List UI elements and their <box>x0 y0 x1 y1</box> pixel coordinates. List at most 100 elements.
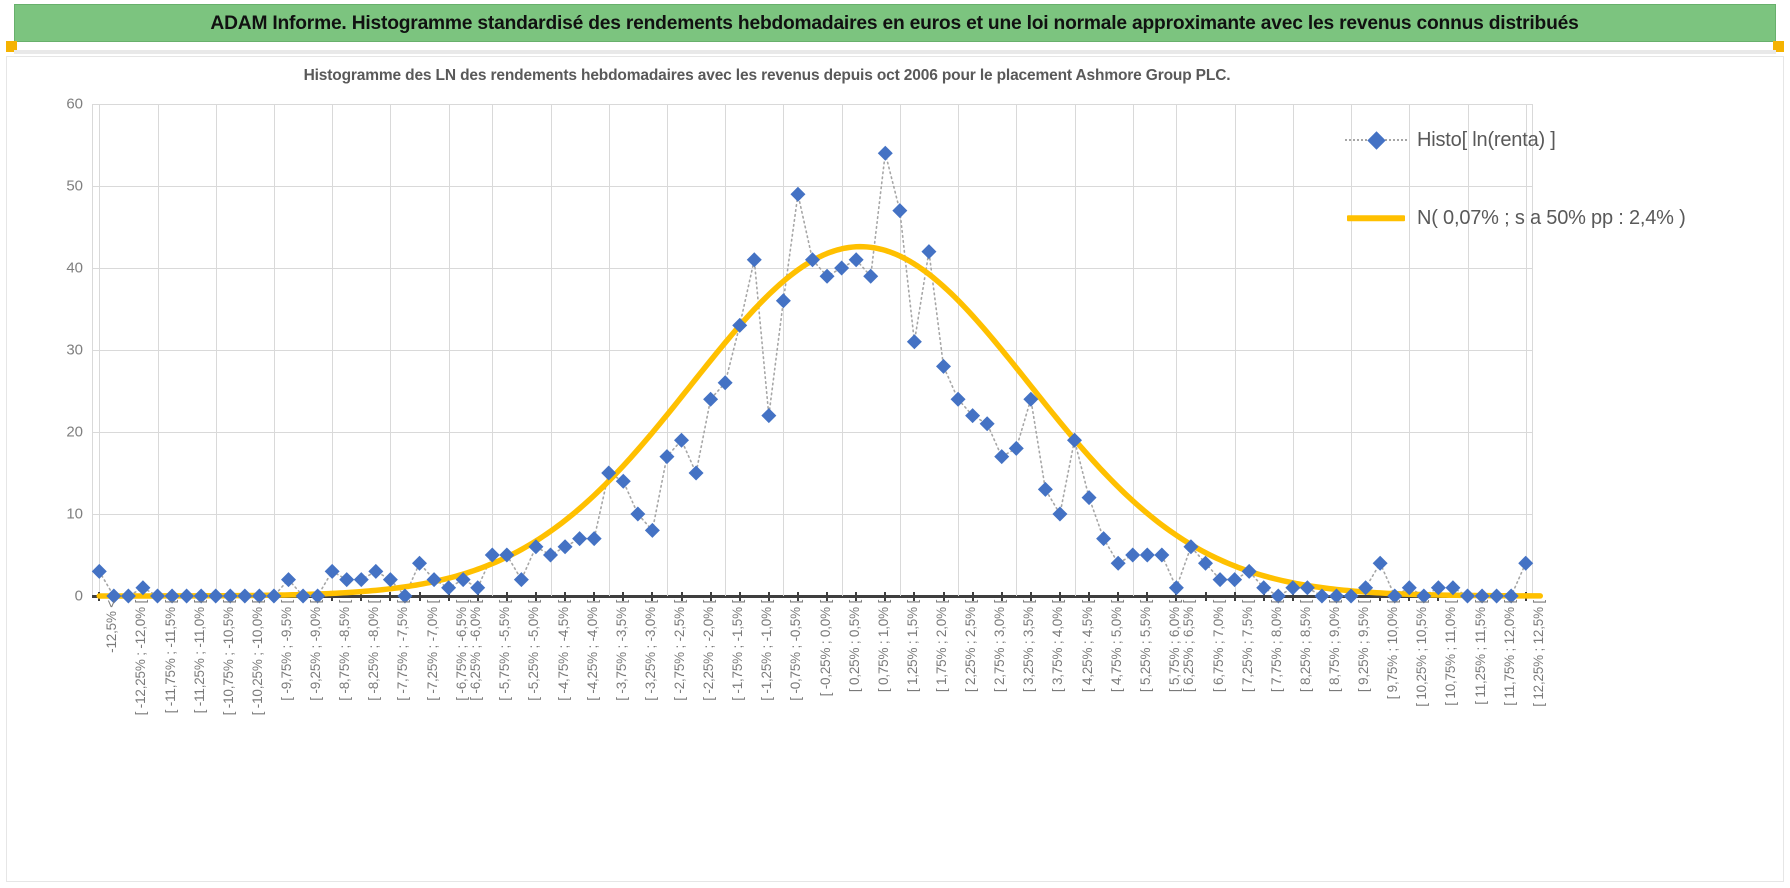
data-point-marker[interactable] <box>1460 588 1475 604</box>
data-point-marker[interactable] <box>717 375 733 391</box>
data-point-marker[interactable] <box>557 539 573 555</box>
data-point-marker[interactable] <box>528 539 544 555</box>
data-point-marker[interactable] <box>324 563 340 579</box>
data-point-marker[interactable] <box>1489 588 1505 604</box>
data-point-marker[interactable] <box>499 547 515 563</box>
data-point-marker[interactable] <box>1387 588 1403 604</box>
data-point-marker[interactable] <box>208 588 224 604</box>
legend-item-normal[interactable]: N( 0,07% ; s a 50% pp : 2,4% ) <box>1345 203 1765 233</box>
data-point-marker[interactable] <box>877 145 893 161</box>
data-point-marker[interactable] <box>543 547 558 563</box>
data-point-marker[interactable] <box>135 580 151 596</box>
data-point-marker[interactable] <box>1125 547 1141 563</box>
data-point-marker[interactable] <box>1256 580 1272 596</box>
data-point-marker[interactable] <box>1314 588 1330 604</box>
data-point-marker[interactable] <box>1241 563 1257 579</box>
data-point-marker[interactable] <box>1037 481 1053 497</box>
data-point-marker[interactable] <box>1052 506 1068 522</box>
data-point-marker[interactable] <box>1110 555 1126 571</box>
data-point-marker[interactable] <box>1285 580 1301 596</box>
data-point-marker[interactable] <box>1081 490 1097 506</box>
data-point-marker[interactable] <box>630 506 646 522</box>
data-point-marker[interactable] <box>1299 580 1315 596</box>
data-point-marker[interactable] <box>674 432 689 448</box>
data-point-marker[interactable] <box>382 572 398 588</box>
data-point-marker[interactable] <box>179 588 195 604</box>
data-point-marker[interactable] <box>1139 547 1155 563</box>
data-point-marker[interactable] <box>1358 580 1374 596</box>
data-point-marker[interactable] <box>1416 588 1432 604</box>
data-point-marker[interactable] <box>659 449 675 465</box>
data-point-marker[interactable] <box>513 572 529 588</box>
data-point-marker[interactable] <box>1503 588 1519 604</box>
data-point-marker[interactable] <box>572 531 588 547</box>
data-point-marker[interactable] <box>91 563 107 579</box>
data-point-marker[interactable] <box>1270 588 1286 604</box>
data-point-marker[interactable] <box>1212 572 1228 588</box>
data-point-marker[interactable] <box>586 531 602 547</box>
data-point-marker[interactable] <box>834 260 850 276</box>
data-point-marker[interactable] <box>950 391 966 407</box>
data-point-marker[interactable] <box>310 588 326 604</box>
data-point-marker[interactable] <box>615 473 631 489</box>
data-point-marker[interactable] <box>1198 555 1213 571</box>
data-point-marker[interactable] <box>732 317 748 333</box>
data-point-marker[interactable] <box>819 268 835 284</box>
data-point-marker[interactable] <box>790 186 806 202</box>
data-point-marker[interactable] <box>644 522 660 538</box>
data-point-marker[interactable] <box>295 588 311 604</box>
data-point-marker[interactable] <box>1372 555 1388 571</box>
data-point-marker[interactable] <box>1008 440 1024 456</box>
data-point-marker[interactable] <box>746 252 762 268</box>
x-axis-tick-label: [ -12,25% ; -12,0% [ <box>133 600 149 716</box>
data-point-marker[interactable] <box>1168 580 1184 596</box>
data-point-marker[interactable] <box>994 449 1010 465</box>
data-point-marker[interactable] <box>397 588 413 604</box>
data-point-marker[interactable] <box>412 555 427 571</box>
data-point-marker[interactable] <box>441 580 457 596</box>
data-point-marker[interactable] <box>222 588 238 604</box>
data-point-marker[interactable] <box>353 572 369 588</box>
data-point-marker[interactable] <box>484 547 500 563</box>
data-point-marker[interactable] <box>1430 580 1446 596</box>
data-point-marker[interactable] <box>1343 588 1359 604</box>
data-point-marker[interactable] <box>150 588 165 604</box>
data-point-marker[interactable] <box>688 465 704 481</box>
data-point-marker[interactable] <box>455 572 471 588</box>
legend-item-histogram[interactable]: Histo[ ln(renta) ] <box>1345 125 1765 155</box>
data-point-marker[interactable] <box>164 588 180 604</box>
x-axis-tick-mark <box>1379 592 1382 601</box>
data-point-marker[interactable] <box>1329 588 1344 604</box>
data-point-marker[interactable] <box>1401 580 1417 596</box>
data-point-marker[interactable] <box>368 563 384 579</box>
data-point-marker[interactable] <box>1518 555 1534 571</box>
data-point-marker[interactable] <box>979 416 995 432</box>
data-point-marker[interactable] <box>339 572 355 588</box>
data-point-marker[interactable] <box>936 358 951 374</box>
data-point-marker[interactable] <box>775 293 791 309</box>
data-point-marker[interactable] <box>1067 432 1082 448</box>
data-point-marker[interactable] <box>193 588 209 604</box>
data-point-marker[interactable] <box>892 203 908 219</box>
data-point-marker[interactable] <box>470 580 486 596</box>
data-point-marker[interactable] <box>863 268 879 284</box>
data-point-marker[interactable] <box>1154 547 1170 563</box>
data-point-marker[interactable] <box>1227 572 1243 588</box>
data-point-marker[interactable] <box>237 588 253 604</box>
data-point-marker[interactable] <box>1183 539 1199 555</box>
data-point-marker[interactable] <box>426 572 442 588</box>
data-point-marker[interactable] <box>266 588 282 604</box>
data-point-marker[interactable] <box>120 588 136 604</box>
data-point-marker[interactable] <box>281 572 296 588</box>
data-point-marker[interactable] <box>251 588 267 604</box>
data-point-marker[interactable] <box>1474 588 1490 604</box>
data-point-marker[interactable] <box>906 334 922 350</box>
data-point-marker[interactable] <box>965 408 981 424</box>
data-point-marker[interactable] <box>761 408 777 424</box>
data-point-marker[interactable] <box>601 465 617 481</box>
data-point-marker[interactable] <box>1096 531 1112 547</box>
data-point-marker[interactable] <box>106 588 122 604</box>
data-point-marker[interactable] <box>1445 580 1461 596</box>
data-point-marker[interactable] <box>921 244 937 260</box>
data-point-marker[interactable] <box>703 391 719 407</box>
